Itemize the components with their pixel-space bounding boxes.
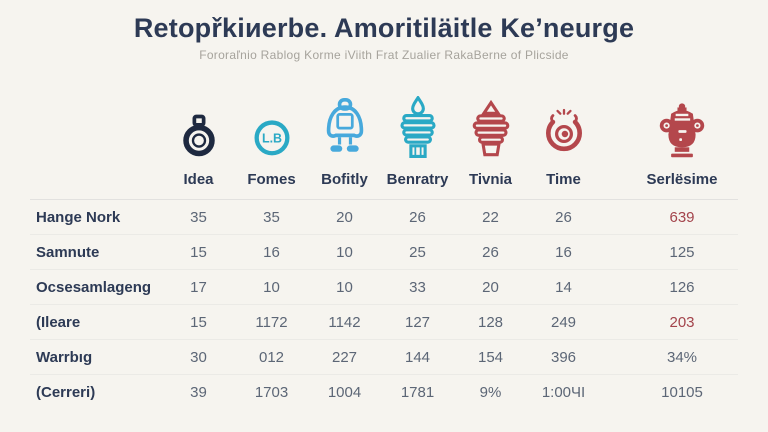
value-cell: 20 <box>336 208 353 226</box>
power-icon <box>182 114 215 157</box>
value-cell: 1:00ЧI <box>541 384 586 401</box>
table-row: Ocsesamlageng 17 10 10 33 20 14 126 <box>30 270 738 305</box>
value-cell: 15 <box>190 243 207 261</box>
row-label: (Ileare <box>36 313 81 331</box>
value-cell: 1142 <box>328 313 361 331</box>
table-row: Warrbıg 30 012 227 144 154 396 34% <box>30 340 738 375</box>
column-header-row: Idea Fomes Bofitly Benratry Tivnia Time … <box>30 160 738 200</box>
value-cell: 34% <box>666 348 698 366</box>
table-row: Samnute 15 16 10 25 26 16 125 <box>30 235 738 270</box>
value-cell: 249 <box>550 313 577 331</box>
pagoda-icon <box>472 100 509 157</box>
value-cell: 10105 <box>661 384 703 401</box>
value-cell: 26 <box>482 243 499 261</box>
value-cell: 17 <box>190 278 207 296</box>
value-cell: 16 <box>555 243 572 261</box>
value-cell: 1703 <box>254 384 289 401</box>
table-row: (Cerreri) 39 1703 1004 1781 9% 1:00ЧI 10… <box>30 375 738 410</box>
value-cell: 144 <box>404 348 431 366</box>
value-cell: 20 <box>482 278 499 296</box>
value-cell: 639 <box>669 208 695 226</box>
row-label: (Cerreri) <box>36 384 96 401</box>
value-cell: 10 <box>263 278 280 296</box>
column-header-tivnia: Tivnia <box>468 171 513 188</box>
column-header-bofitly: Bofitly <box>321 171 368 188</box>
value-cell: 126 <box>669 278 695 296</box>
value-cell: 1172 <box>255 313 288 331</box>
value-cell: 012 <box>258 348 285 366</box>
value-cell: 1004 <box>327 384 362 401</box>
column-header-serlesime: Serlësime <box>646 171 718 188</box>
value-cell: 10 <box>336 278 353 296</box>
page-title: Retopřkiиerbe. Amoritiläitle Ke’neurge <box>133 13 635 43</box>
row-label-spacer <box>30 86 162 160</box>
column-header-time: Time <box>546 171 581 188</box>
lb-badge-icon: L.B <box>254 120 289 156</box>
row-label: Warrbıg <box>36 348 93 366</box>
value-cell: 10 <box>336 243 353 261</box>
value-cell: 25 <box>409 243 426 261</box>
value-cell: 14 <box>555 278 572 296</box>
value-cell: 9% <box>479 384 502 401</box>
value-cell: 35 <box>190 208 207 226</box>
page-subtitle: Fororaľnio Rablog Korme iViith Frat Zual… <box>199 48 569 62</box>
value-cell: 39 <box>190 384 207 401</box>
timer-icon <box>545 108 582 152</box>
value-cell: 128 <box>477 313 504 331</box>
header: Retopřkiиerbe. Amoritiläitle Ke’neurge F… <box>0 0 768 62</box>
column-header-idea: Idea <box>183 171 214 188</box>
badge-text: L.B <box>261 132 281 146</box>
robot-icon <box>326 98 363 152</box>
icons-row: L.B <box>30 86 738 160</box>
value-cell: 125 <box>669 243 695 261</box>
robot-head-icon <box>659 103 705 158</box>
stats-table: L.B <box>30 86 738 410</box>
value-cell: 26 <box>409 208 426 226</box>
value-cell: 154 <box>477 348 504 366</box>
value-cell: 33 <box>409 278 426 296</box>
column-header-fomes: Fomes <box>247 171 296 188</box>
value-cell: 30 <box>190 348 207 366</box>
row-label: Hange Nork <box>36 208 121 226</box>
value-cell: 22 <box>482 208 499 226</box>
row-label: Ocsesamlageng <box>36 278 152 296</box>
value-cell: 1781 <box>400 384 435 401</box>
value-cell: 227 <box>331 348 358 366</box>
value-cell: 16 <box>263 243 280 261</box>
value-cell: 15 <box>190 313 207 331</box>
value-cell: 35 <box>263 208 280 226</box>
table-row: (Ileare 15 1172 1142 127 128 249 203 <box>30 305 738 340</box>
stack-icon <box>399 96 436 158</box>
value-cell: 203 <box>669 313 695 331</box>
value-cell: 396 <box>550 348 577 366</box>
row-label: Samnute <box>36 243 100 261</box>
column-header-benratry: Benratry <box>386 171 449 188</box>
table-row: Hange Nork 35 35 20 26 22 26 639 <box>30 200 738 235</box>
value-cell: 26 <box>555 208 572 226</box>
value-cell: 127 <box>404 313 431 331</box>
